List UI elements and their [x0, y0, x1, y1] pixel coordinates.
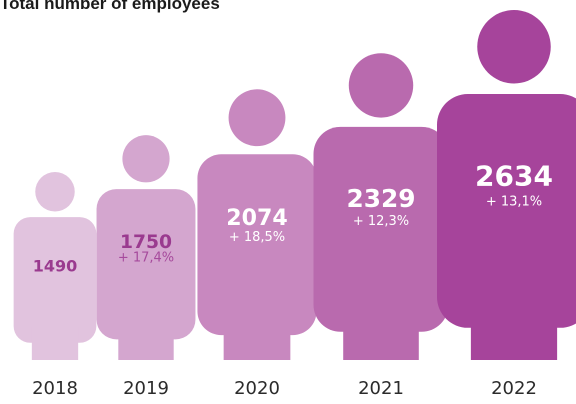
- figure-body: [437, 94, 576, 328]
- employee-figure-2022: [437, 10, 576, 360]
- employee-figure-2021: [313, 53, 449, 360]
- figure-legs: [118, 319, 174, 360]
- figure-body: [96, 189, 196, 340]
- year-label-2021: 2021: [358, 378, 404, 399]
- year-label-2020: 2020: [234, 378, 280, 399]
- year-label-2018: 2018: [32, 378, 78, 399]
- value-label-2021: 2329: [346, 184, 415, 213]
- growth-label-2019: + 17,4%: [118, 250, 174, 265]
- value-label-2019: 1750: [120, 232, 172, 253]
- figure-body: [13, 217, 97, 343]
- figure-head: [35, 172, 75, 212]
- growth-label-2021: + 12,3%: [353, 214, 409, 229]
- growth-label-2020: + 18,5%: [229, 230, 285, 245]
- figure-legs: [31, 326, 79, 360]
- figure-head: [348, 53, 414, 118]
- employee-figure-2020: [197, 89, 317, 360]
- employee-figure-2019: [96, 135, 196, 360]
- figure-body: [197, 154, 317, 336]
- figure-body: [313, 126, 449, 332]
- figure-legs: [223, 311, 291, 360]
- year-label-2019: 2019: [123, 378, 169, 399]
- employee-figure-2018: [13, 172, 97, 360]
- figure-head: [122, 135, 170, 183]
- value-label-2022: 2634: [475, 159, 553, 192]
- growth-label-2022: + 13,1%: [486, 195, 542, 210]
- chart-title: Total number of employees: [0, 0, 220, 13]
- figure-head: [228, 89, 286, 147]
- value-label-2020: 2074: [226, 205, 288, 231]
- figure-head: [477, 10, 551, 84]
- figure-legs: [470, 297, 558, 360]
- figure-legs: [343, 304, 419, 360]
- value-label-2018: 1490: [33, 257, 78, 276]
- year-label-2022: 2022: [491, 378, 537, 399]
